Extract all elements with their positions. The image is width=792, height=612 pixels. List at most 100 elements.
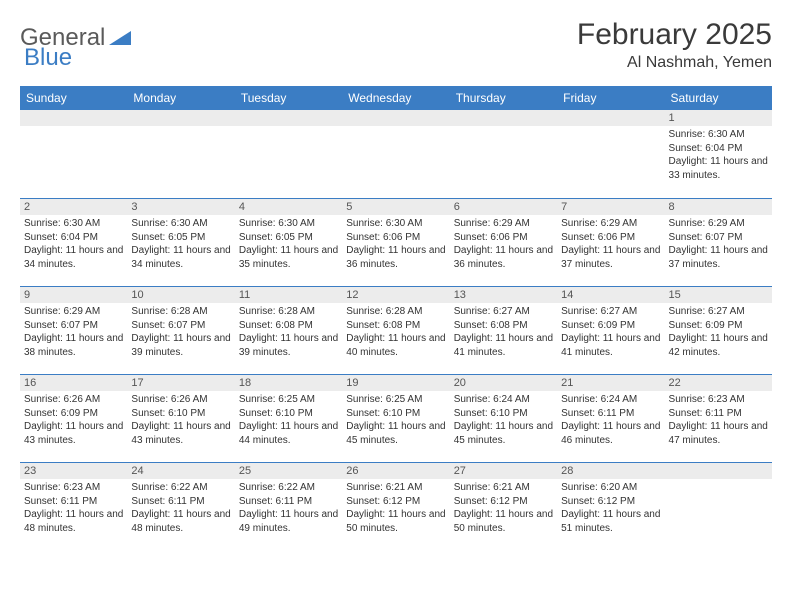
day-body: Sunrise: 6:27 AMSunset: 6:08 PMDaylight:…	[450, 303, 557, 363]
sunrise-text: Sunrise: 6:27 AM	[669, 305, 768, 319]
day-number-strip: 15	[665, 287, 772, 303]
day-number-strip: 9	[20, 287, 127, 303]
day-number: 21	[561, 376, 573, 391]
week-row: 2Sunrise: 6:30 AMSunset: 6:04 PMDaylight…	[20, 198, 772, 286]
day-cell: 10Sunrise: 6:28 AMSunset: 6:07 PMDayligh…	[127, 287, 234, 374]
day-body: Sunrise: 6:23 AMSunset: 6:11 PMDaylight:…	[20, 479, 127, 539]
sunset-text: Sunset: 6:06 PM	[561, 231, 660, 245]
day-cell: 25Sunrise: 6:22 AMSunset: 6:11 PMDayligh…	[235, 463, 342, 550]
day-number: 9	[24, 288, 30, 303]
sunset-text: Sunset: 6:09 PM	[561, 319, 660, 333]
day-cell: 8Sunrise: 6:29 AMSunset: 6:07 PMDaylight…	[665, 199, 772, 286]
sunset-text: Sunset: 6:11 PM	[24, 495, 123, 509]
day-body: Sunrise: 6:30 AMSunset: 6:04 PMDaylight:…	[665, 126, 772, 186]
day-cell: 19Sunrise: 6:25 AMSunset: 6:10 PMDayligh…	[342, 375, 449, 462]
day-cell: 2Sunrise: 6:30 AMSunset: 6:04 PMDaylight…	[20, 199, 127, 286]
week-row: 1Sunrise: 6:30 AMSunset: 6:04 PMDaylight…	[20, 110, 772, 198]
sunset-text: Sunset: 6:12 PM	[454, 495, 553, 509]
day-number-strip: 6	[450, 199, 557, 215]
sunset-text: Sunset: 6:11 PM	[669, 407, 768, 421]
week-row: 23Sunrise: 6:23 AMSunset: 6:11 PMDayligh…	[20, 462, 772, 550]
week-row: 16Sunrise: 6:26 AMSunset: 6:09 PMDayligh…	[20, 374, 772, 462]
day-number: 28	[561, 464, 573, 479]
sunrise-text: Sunrise: 6:25 AM	[346, 393, 445, 407]
day-cell	[665, 463, 772, 550]
daylight-text: Daylight: 11 hours and 42 minutes.	[669, 332, 768, 359]
day-number: 23	[24, 464, 36, 479]
day-number-strip: 11	[235, 287, 342, 303]
weekday-tue: Tuesday	[235, 86, 342, 110]
day-body: Sunrise: 6:25 AMSunset: 6:10 PMDaylight:…	[342, 391, 449, 451]
day-body: Sunrise: 6:28 AMSunset: 6:08 PMDaylight:…	[342, 303, 449, 363]
sunset-text: Sunset: 6:05 PM	[131, 231, 230, 245]
daylight-text: Daylight: 11 hours and 48 minutes.	[24, 508, 123, 535]
day-cell: 12Sunrise: 6:28 AMSunset: 6:08 PMDayligh…	[342, 287, 449, 374]
sunrise-text: Sunrise: 6:30 AM	[669, 128, 768, 142]
sunset-text: Sunset: 6:12 PM	[346, 495, 445, 509]
day-number-strip: 13	[450, 287, 557, 303]
day-cell	[342, 110, 449, 198]
day-number-strip: 7	[557, 199, 664, 215]
daylight-text: Daylight: 11 hours and 33 minutes.	[669, 155, 768, 182]
day-cell: 22Sunrise: 6:23 AMSunset: 6:11 PMDayligh…	[665, 375, 772, 462]
header: General February 2025 Al Nashmah, Yemen	[20, 18, 772, 72]
sunrise-text: Sunrise: 6:26 AM	[24, 393, 123, 407]
day-cell: 1Sunrise: 6:30 AMSunset: 6:04 PMDaylight…	[665, 110, 772, 198]
day-number: 22	[669, 376, 681, 391]
day-number: 25	[239, 464, 251, 479]
daylight-text: Daylight: 11 hours and 36 minutes.	[454, 244, 553, 271]
day-number: 14	[561, 288, 573, 303]
daylight-text: Daylight: 11 hours and 35 minutes.	[239, 244, 338, 271]
day-cell	[127, 110, 234, 198]
day-number: 7	[561, 200, 567, 215]
weekday-header-row: Sunday Monday Tuesday Wednesday Thursday…	[20, 86, 772, 110]
sunrise-text: Sunrise: 6:21 AM	[346, 481, 445, 495]
day-body	[665, 479, 772, 485]
sunset-text: Sunset: 6:10 PM	[239, 407, 338, 421]
day-cell: 24Sunrise: 6:22 AMSunset: 6:11 PMDayligh…	[127, 463, 234, 550]
day-number-strip: 21	[557, 375, 664, 391]
day-body: Sunrise: 6:30 AMSunset: 6:04 PMDaylight:…	[20, 215, 127, 275]
daylight-text: Daylight: 11 hours and 43 minutes.	[131, 420, 230, 447]
day-number-strip	[127, 110, 234, 126]
sunrise-text: Sunrise: 6:30 AM	[131, 217, 230, 231]
daylight-text: Daylight: 11 hours and 37 minutes.	[669, 244, 768, 271]
day-number-strip: 18	[235, 375, 342, 391]
sunset-text: Sunset: 6:08 PM	[239, 319, 338, 333]
sunset-text: Sunset: 6:08 PM	[454, 319, 553, 333]
day-body	[342, 126, 449, 132]
weekday-sat: Saturday	[665, 86, 772, 110]
day-cell: 27Sunrise: 6:21 AMSunset: 6:12 PMDayligh…	[450, 463, 557, 550]
sunrise-text: Sunrise: 6:23 AM	[24, 481, 123, 495]
sunrise-text: Sunrise: 6:29 AM	[24, 305, 123, 319]
day-cell: 14Sunrise: 6:27 AMSunset: 6:09 PMDayligh…	[557, 287, 664, 374]
day-body: Sunrise: 6:20 AMSunset: 6:12 PMDaylight:…	[557, 479, 664, 539]
day-number-strip	[20, 110, 127, 126]
sunrise-text: Sunrise: 6:22 AM	[239, 481, 338, 495]
day-body: Sunrise: 6:24 AMSunset: 6:11 PMDaylight:…	[557, 391, 664, 451]
sunrise-text: Sunrise: 6:30 AM	[239, 217, 338, 231]
day-number: 15	[669, 288, 681, 303]
day-body: Sunrise: 6:28 AMSunset: 6:07 PMDaylight:…	[127, 303, 234, 363]
day-number: 20	[454, 376, 466, 391]
weekday-thu: Thursday	[450, 86, 557, 110]
day-number-strip	[342, 110, 449, 126]
day-number-strip: 10	[127, 287, 234, 303]
daylight-text: Daylight: 11 hours and 39 minutes.	[239, 332, 338, 359]
daylight-text: Daylight: 11 hours and 48 minutes.	[131, 508, 230, 535]
sunset-text: Sunset: 6:09 PM	[24, 407, 123, 421]
daylight-text: Daylight: 11 hours and 50 minutes.	[454, 508, 553, 535]
sunrise-text: Sunrise: 6:20 AM	[561, 481, 660, 495]
sunset-text: Sunset: 6:11 PM	[131, 495, 230, 509]
day-number-strip: 26	[342, 463, 449, 479]
day-cell: 6Sunrise: 6:29 AMSunset: 6:06 PMDaylight…	[450, 199, 557, 286]
sunset-text: Sunset: 6:12 PM	[561, 495, 660, 509]
day-cell: 23Sunrise: 6:23 AMSunset: 6:11 PMDayligh…	[20, 463, 127, 550]
sunset-text: Sunset: 6:04 PM	[669, 142, 768, 156]
day-body: Sunrise: 6:29 AMSunset: 6:06 PMDaylight:…	[557, 215, 664, 275]
day-cell: 15Sunrise: 6:27 AMSunset: 6:09 PMDayligh…	[665, 287, 772, 374]
day-number-strip	[450, 110, 557, 126]
daylight-text: Daylight: 11 hours and 44 minutes.	[239, 420, 338, 447]
day-cell: 5Sunrise: 6:30 AMSunset: 6:06 PMDaylight…	[342, 199, 449, 286]
day-number-strip	[235, 110, 342, 126]
